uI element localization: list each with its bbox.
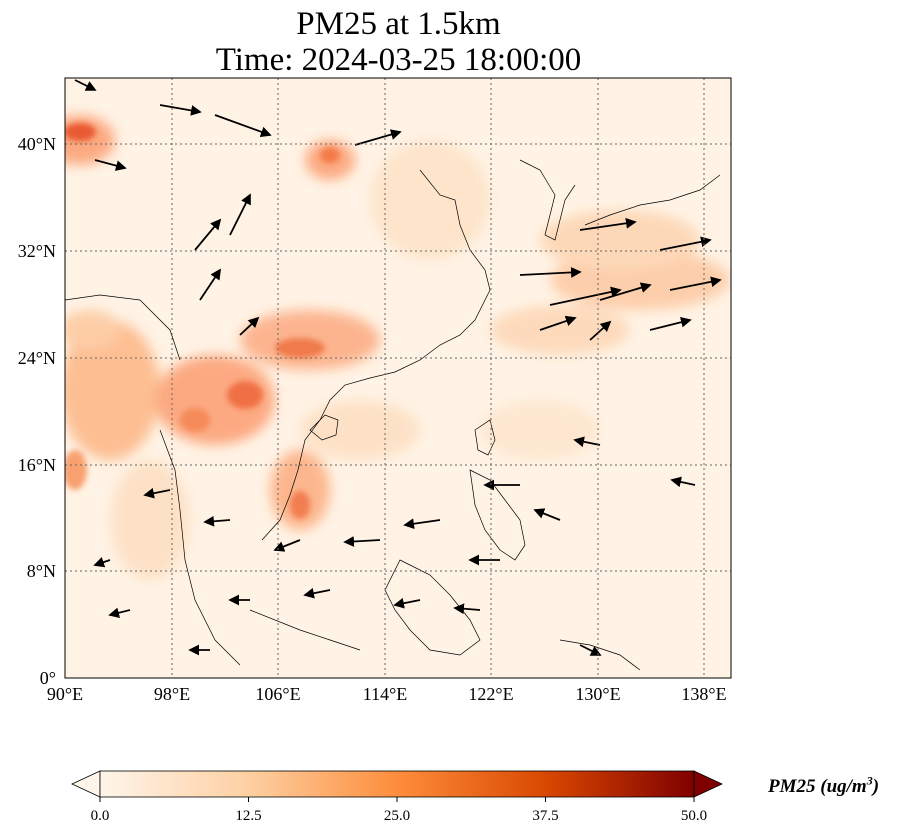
map-time: Time: 2024-03-25 18:00:00 bbox=[215, 42, 582, 78]
lat-tick: 24°N bbox=[18, 348, 56, 368]
map-title: PM25 at 1.5km bbox=[296, 6, 501, 42]
lat-tick: 16°N bbox=[18, 455, 56, 475]
lat-axis: 0° 8°N 16°N 24°N 32°N 40°N bbox=[18, 134, 56, 688]
gridlines bbox=[65, 78, 731, 678]
wind-vectors bbox=[74, 79, 722, 656]
lat-tick: 8°N bbox=[27, 561, 56, 581]
lon-tick: 90°E bbox=[47, 684, 83, 704]
colorbar-tick: 50.0 bbox=[681, 808, 707, 824]
lon-tick: 138°E bbox=[681, 684, 726, 704]
map-frame bbox=[64, 77, 732, 679]
colorbar-max-extend bbox=[693, 770, 723, 798]
colorbar-tick: 37.5 bbox=[532, 808, 558, 824]
coastlines bbox=[65, 159, 721, 671]
colorbar-label: PM25 (ug/m3) bbox=[768, 774, 880, 798]
lon-tick: 106°E bbox=[255, 684, 300, 704]
lon-tick: 114°E bbox=[363, 684, 408, 704]
colorbar-tick: 12.5 bbox=[235, 808, 261, 824]
lon-tick: 122°E bbox=[468, 684, 513, 704]
colorbar-tick: 25.0 bbox=[384, 808, 410, 824]
lat-tick: 0° bbox=[40, 668, 56, 688]
colorbar-tick: 0.0 bbox=[91, 808, 110, 824]
lon-tick: 98°E bbox=[154, 684, 190, 704]
lon-tick: 130°E bbox=[575, 684, 620, 704]
colorbar-min-extend bbox=[71, 770, 101, 798]
lat-tick: 40°N bbox=[18, 134, 56, 154]
colorbar-bar bbox=[99, 770, 695, 798]
lon-axis: 90°E 98°E 106°E 114°E 122°E 130°E 138°E bbox=[47, 684, 727, 704]
pm25-field bbox=[65, 78, 731, 678]
colorbar: 0.0 12.5 25.0 37.5 50.0 bbox=[71, 770, 723, 824]
lat-tick: 32°N bbox=[18, 241, 56, 261]
